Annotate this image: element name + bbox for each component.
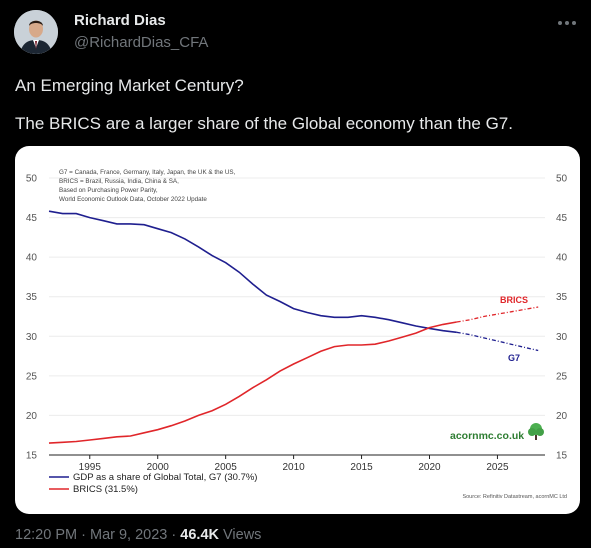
views-count: 46.4K [180,527,219,543]
x-tick-label: 2010 [282,462,305,473]
person-icon [14,10,58,54]
tweet-text-line-1: An Emerging Market Century? [15,76,244,95]
series-lines [48,210,539,444]
series-line-brics [48,321,457,444]
author-handle[interactable]: @RichardDias_CFA [74,34,209,51]
y-tick-label-left: 30 [26,332,38,343]
y-tick-label-right: 15 [556,451,568,462]
y-tick-label-right: 25 [556,371,568,382]
y-tick-label-left: 40 [26,253,38,264]
y-tick-label-right: 50 [556,174,568,185]
x-tick-label: 2020 [418,462,441,473]
meta-separator: · [171,527,177,543]
chart-note-line: Based on Purchasing Power Parity, [59,187,158,194]
tweet-text-line-2: The BRICS are a larger share of the Glob… [15,114,513,133]
series-label-brics: BRICS [500,295,528,305]
tweet-date[interactable]: Mar 9, 2023 [89,527,168,543]
chart-note-line: G7 = Canada, France, Germany, Italy, Jap… [59,169,236,176]
y-tick-label-right: 40 [556,253,568,264]
legend: GDP as a share of Global Total, G7 (30.7… [49,472,257,495]
series-label-g7: G7 [508,353,520,363]
x-tick-label: 2000 [147,462,170,473]
chart-image[interactable]: 15 20 25 30 35 40 45 50 15 20 25 30 35 40 45 50 1995 20… [15,146,580,514]
chart-notes: G7 = Canada, France, Germany, Italy, Jap… [59,169,236,203]
y-gridlines [49,177,545,416]
more-options-button[interactable] [557,14,577,32]
series-projection-g7 [456,331,539,352]
y-tick-label-right: 30 [556,332,568,343]
y-tick-label-left: 25 [26,371,38,382]
y-tick-label-left: 20 [26,411,38,422]
y-tick-label-left: 15 [26,451,38,462]
series-projection-brics [456,306,539,323]
x-tick-label: 1995 [79,462,102,473]
chart-note-line: BRICS = Brazil, Russia, India, China & S… [59,178,179,185]
legend-label-brics: BRICS (31.5%) [73,484,138,495]
x-axis: 1995 2000 2005 2010 2015 2020 2025 [79,455,509,473]
more-horizontal-icon [558,21,576,25]
tweet-meta: 12:20 PM · Mar 9, 2023 · 46.4K Views [15,527,261,543]
y-tick-label-left: 35 [26,292,38,303]
y-tick-label-right: 45 [556,213,568,224]
tree-icon [528,423,544,440]
tweet-time[interactable]: 12:20 PM [15,527,78,543]
x-tick-label: 2015 [350,462,373,473]
y-tick-label-right: 20 [556,411,568,422]
avatar[interactable] [14,10,58,54]
x-tick-label: 2005 [215,462,238,473]
y-axis-right: 15 20 25 30 35 40 45 50 [556,174,568,462]
y-tick-label-left: 50 [26,174,38,185]
x-tick-label: 2025 [486,462,509,473]
legend-label-g7: GDP as a share of Global Total, G7 (30.7… [73,472,257,483]
series-line-g7 [48,210,457,334]
y-tick-label-right: 35 [556,292,568,303]
y-axis-left: 15 20 25 30 35 40 45 50 [26,174,38,462]
chart-source: Source: Refinitiv Datastream, acornMC Lt… [462,494,567,500]
author-name[interactable]: Richard Dias [74,12,166,29]
chart-note-line: World Economic Outlook Data, October 202… [59,196,207,203]
y-tick-label-left: 45 [26,213,38,224]
acornmc-annotation: acornmc.co.uk [450,430,524,442]
meta-separator: · [81,527,86,543]
views-label: Views [223,527,262,543]
